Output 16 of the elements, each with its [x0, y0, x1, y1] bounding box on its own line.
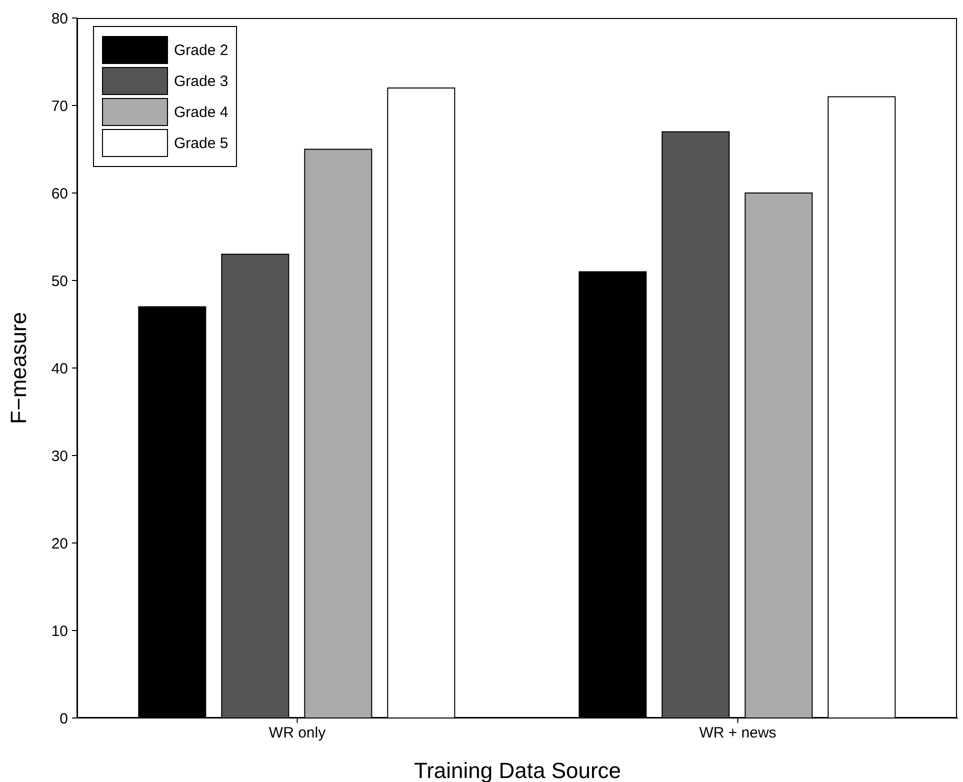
y-tick-label: 50 [51, 272, 68, 290]
y-tick-label: 60 [51, 185, 68, 202]
y-tick-label: 0 [60, 710, 68, 728]
x-tick-label: WR + news [699, 724, 776, 742]
y-tick-label: 30 [51, 448, 68, 465]
y-tick-label: 80 [51, 10, 68, 28]
legend-label: Grade 2 [174, 42, 228, 58]
legend-label: Grade 5 [174, 134, 228, 152]
y-tick-label: 70 [51, 98, 68, 115]
legend-label: Grade 3 [174, 72, 228, 90]
legend-label: Grade 4 [174, 104, 228, 120]
y-tick-label: 40 [51, 360, 68, 378]
x-tick-label: WR only [268, 724, 326, 742]
y-tick-label: 10 [51, 622, 68, 640]
y-tick-label: 20 [51, 535, 68, 552]
y-axis-title: F−measure [6, 312, 31, 424]
